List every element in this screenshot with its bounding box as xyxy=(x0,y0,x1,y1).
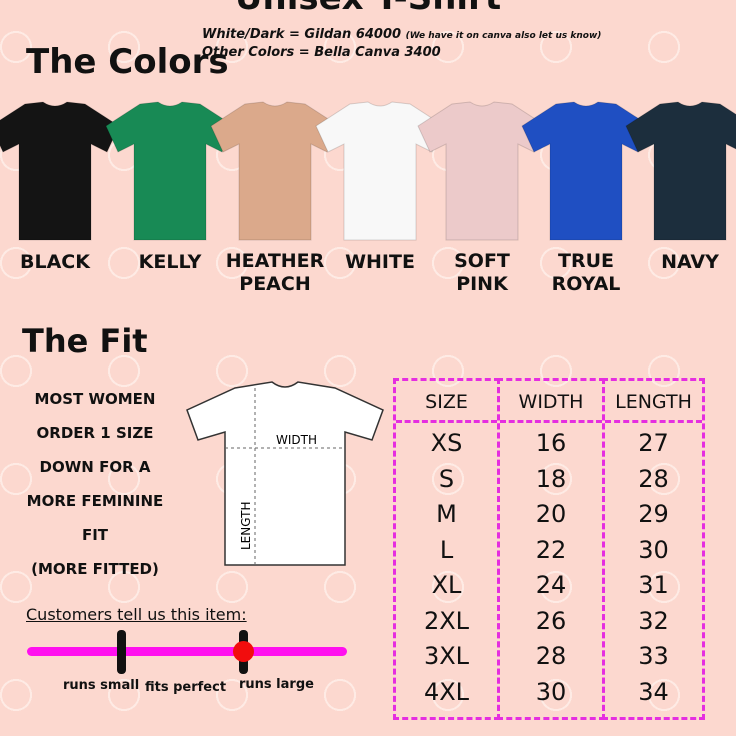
size-chart-cell: 16 xyxy=(535,429,567,457)
size-chart-cell: 28 xyxy=(638,464,669,493)
width-column: WIDTH 16 18 20 22 24 26 28 30 xyxy=(497,378,605,720)
size-chart-cell: 22 xyxy=(535,535,567,564)
brand-line-1: White/Dark = Gildan 64000 (We have it on… xyxy=(202,27,601,42)
color-label: TRUE ROYAL xyxy=(551,250,621,295)
page-title: Unisex T-Shirt xyxy=(0,0,736,18)
tshirt-black-icon xyxy=(0,101,120,241)
tshirt-navy-icon xyxy=(625,101,736,241)
color-label: NAVY xyxy=(661,251,719,273)
length-column: LENGTH 27 28 29 30 31 32 33 34 xyxy=(602,378,705,720)
size-chart-cell: 30 xyxy=(535,677,567,706)
tshirt-white-icon xyxy=(315,101,445,241)
runs-small-label: runs small xyxy=(63,678,140,693)
runs-large-label: runs large xyxy=(239,677,314,692)
size-chart-cell: 3XL xyxy=(423,642,470,670)
size-chart-cell: 30 xyxy=(638,535,669,564)
size-chart-cell: XL xyxy=(431,571,462,599)
size-chart-cell: 20 xyxy=(535,500,567,528)
fit-note-line: ORDER 1 SIZE xyxy=(36,424,154,442)
tshirt-true-royal-icon xyxy=(521,101,651,241)
size-column: SIZE XS S M L XL 2XL 3XL 4XL xyxy=(393,378,500,720)
size-chart-cell: 18 xyxy=(535,464,567,493)
size-chart-cell: 4XL xyxy=(423,677,470,706)
color-label: KELLY xyxy=(138,251,202,273)
size-chart-cell: 29 xyxy=(638,500,669,528)
fit-note-line: FIT xyxy=(81,526,109,544)
width-label: WIDTH xyxy=(276,433,317,447)
length-header: LENGTH xyxy=(605,381,702,423)
fit-scale-tick xyxy=(117,630,126,674)
color-label: HEATHER PEACH xyxy=(225,250,325,295)
size-chart-cell: M xyxy=(436,500,457,528)
fits-perfect-label: fits perfect xyxy=(145,680,227,695)
brand-line-1-text: White/Dark = Gildan 64000 xyxy=(202,27,402,42)
size-chart-cell: 31 xyxy=(638,571,669,599)
size-chart-cell: 2XL xyxy=(423,606,470,635)
width-header: WIDTH xyxy=(500,381,602,423)
size-chart-cell: 28 xyxy=(535,642,567,670)
size-chart-table: SIZE XS S M L XL 2XL 3XL 4XL WIDTH 16 18 20 22 24 26 28… xyxy=(393,378,705,720)
tshirt-heather-peach-icon xyxy=(210,101,340,241)
colors-heading: The Colors xyxy=(26,42,229,82)
size-chart-cell: 27 xyxy=(638,429,669,457)
color-label: WHITE xyxy=(345,251,415,273)
fit-note-line: DOWN FOR A xyxy=(39,458,151,476)
length-label: LENGTH xyxy=(239,502,253,550)
size-chart-cell: 24 xyxy=(535,571,567,599)
size-chart-cell: 34 xyxy=(638,677,669,706)
color-label: SOFT PINK xyxy=(454,250,510,295)
fit-note-line: (MORE FITTED) xyxy=(31,560,159,578)
size-chart-cell: 32 xyxy=(638,606,669,635)
customer-fit-title: Customers tell us this item: xyxy=(26,605,247,624)
brand-line-1-note: (We have it on canva also let us know) xyxy=(405,31,602,41)
fit-scale-track xyxy=(27,647,347,656)
size-chart-cell: L xyxy=(439,535,454,564)
size-header: SIZE xyxy=(396,381,497,423)
size-chart-cell: XS xyxy=(430,429,463,457)
fit-indicator-dot xyxy=(233,641,254,662)
size-chart-cell: S xyxy=(438,464,455,493)
color-label: BLACK xyxy=(20,251,90,273)
fit-note: MOST WOMEN ORDER 1 SIZE DOWN FOR A MORE … xyxy=(20,382,170,586)
fit-note-line: MOST WOMEN xyxy=(34,390,156,408)
size-chart-cell: 26 xyxy=(535,606,567,635)
tshirt-soft-pink-icon xyxy=(417,101,547,241)
shirt-diagram-icon: WIDTH LENGTH xyxy=(186,381,384,566)
fit-heading: The Fit xyxy=(22,322,148,360)
size-chart-cell: 33 xyxy=(638,642,669,670)
fit-note-line: MORE FEMININE xyxy=(26,492,164,510)
brand-line-2: Other Colors = Bella Canva 3400 xyxy=(202,45,441,60)
tshirt-kelly-icon xyxy=(105,101,235,241)
